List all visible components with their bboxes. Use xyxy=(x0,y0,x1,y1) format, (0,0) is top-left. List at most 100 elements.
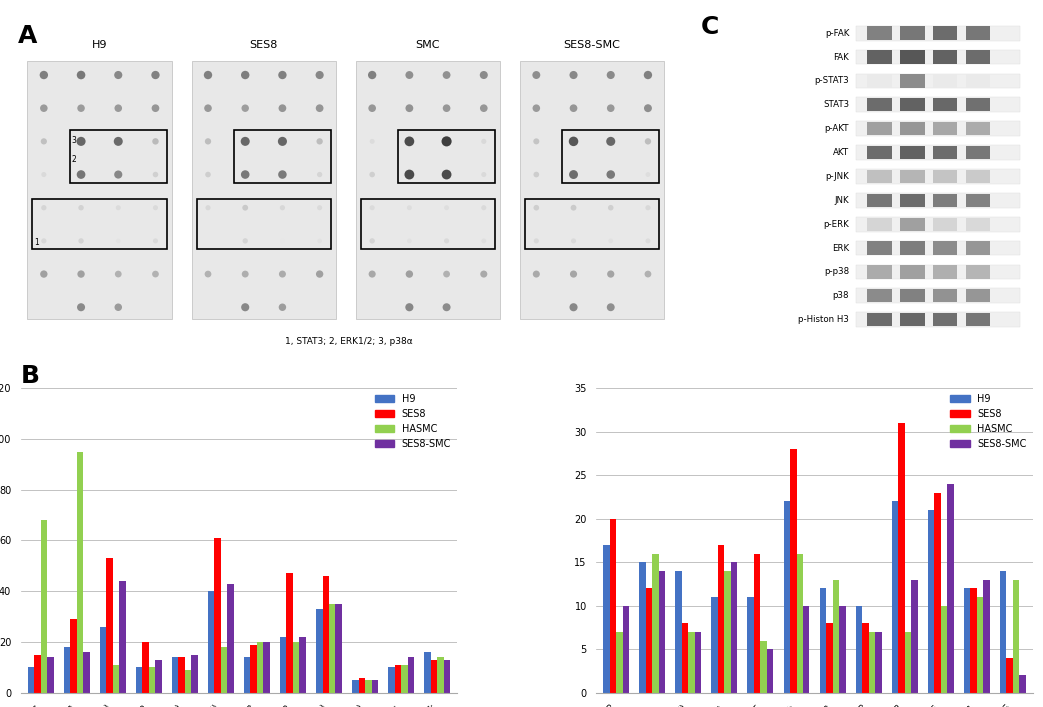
Bar xyxy=(855,98,1020,112)
Point xyxy=(528,235,544,247)
Point xyxy=(110,69,126,81)
Bar xyxy=(900,50,924,64)
Bar xyxy=(900,98,924,112)
Bar xyxy=(855,288,1020,303)
Text: STAT3: STAT3 xyxy=(823,100,849,110)
Bar xyxy=(900,170,924,183)
Point xyxy=(274,103,291,114)
Text: p-JNK: p-JNK xyxy=(825,172,849,181)
Bar xyxy=(966,98,991,112)
Bar xyxy=(855,193,1020,208)
Bar xyxy=(711,597,718,693)
Point xyxy=(274,169,291,180)
Text: p-FAK: p-FAK xyxy=(825,29,849,37)
Bar xyxy=(221,647,227,693)
Text: 1: 1 xyxy=(34,238,39,247)
Bar xyxy=(855,49,1020,64)
Point xyxy=(528,202,544,214)
Point xyxy=(401,136,417,147)
Point xyxy=(35,169,52,180)
Bar xyxy=(867,26,892,40)
Bar xyxy=(966,50,991,64)
Bar xyxy=(32,199,167,250)
Text: ERK: ERK xyxy=(832,243,849,252)
Point xyxy=(311,169,328,180)
Bar xyxy=(900,146,924,159)
Point xyxy=(237,169,253,180)
Point xyxy=(35,103,52,114)
Bar xyxy=(136,667,142,693)
Bar xyxy=(855,217,1020,232)
Bar xyxy=(855,122,1020,136)
Point xyxy=(603,136,620,147)
Point xyxy=(476,69,492,81)
Bar xyxy=(966,122,991,135)
Bar xyxy=(603,545,610,693)
Bar xyxy=(932,313,957,327)
Bar xyxy=(855,606,863,693)
Point xyxy=(35,136,52,147)
Point xyxy=(110,103,126,114)
Text: H9: H9 xyxy=(92,40,107,49)
Bar xyxy=(966,146,991,159)
Point xyxy=(35,69,52,81)
Point xyxy=(237,235,253,247)
Bar xyxy=(77,452,83,693)
Point xyxy=(35,202,52,214)
Bar xyxy=(900,122,924,135)
Bar xyxy=(867,50,892,64)
Bar xyxy=(155,660,162,693)
Point xyxy=(476,103,492,114)
Point xyxy=(603,69,620,81)
Bar xyxy=(966,241,991,255)
Point xyxy=(73,136,90,147)
Bar xyxy=(797,554,803,693)
Text: C: C xyxy=(701,15,719,39)
Text: SES8-SMC: SES8-SMC xyxy=(563,40,621,49)
Bar xyxy=(83,653,90,693)
Bar xyxy=(855,74,1020,88)
Bar xyxy=(610,519,616,693)
Point xyxy=(565,169,582,180)
Bar xyxy=(900,194,924,207)
Point xyxy=(147,202,164,214)
Point xyxy=(73,269,90,280)
Bar xyxy=(932,50,957,64)
Bar xyxy=(820,588,826,693)
Bar xyxy=(437,658,443,693)
Bar xyxy=(932,265,957,279)
Point xyxy=(639,202,656,214)
Point xyxy=(438,103,455,114)
Bar xyxy=(525,199,659,250)
Text: 3: 3 xyxy=(71,136,76,145)
Point xyxy=(73,69,90,81)
Bar xyxy=(867,265,892,279)
Bar xyxy=(41,520,47,693)
Bar xyxy=(388,667,394,693)
Point xyxy=(274,235,291,247)
Point xyxy=(401,269,417,280)
Point xyxy=(237,69,253,81)
Bar xyxy=(646,588,652,693)
Point xyxy=(147,136,164,147)
Point xyxy=(603,103,620,114)
Point xyxy=(603,269,620,280)
Bar xyxy=(562,130,659,183)
Bar xyxy=(900,74,924,88)
Point xyxy=(73,202,90,214)
Bar xyxy=(976,597,984,693)
Bar xyxy=(1019,675,1025,693)
Bar xyxy=(900,241,924,255)
Bar xyxy=(855,240,1020,255)
Bar xyxy=(855,264,1020,279)
Point xyxy=(438,235,455,247)
Text: p-p38: p-p38 xyxy=(824,267,849,276)
Bar xyxy=(682,623,688,693)
Point xyxy=(565,235,582,247)
Point xyxy=(401,103,417,114)
Point xyxy=(639,269,656,280)
Point xyxy=(237,103,253,114)
Bar xyxy=(839,606,846,693)
Point xyxy=(199,136,216,147)
Point xyxy=(311,235,328,247)
